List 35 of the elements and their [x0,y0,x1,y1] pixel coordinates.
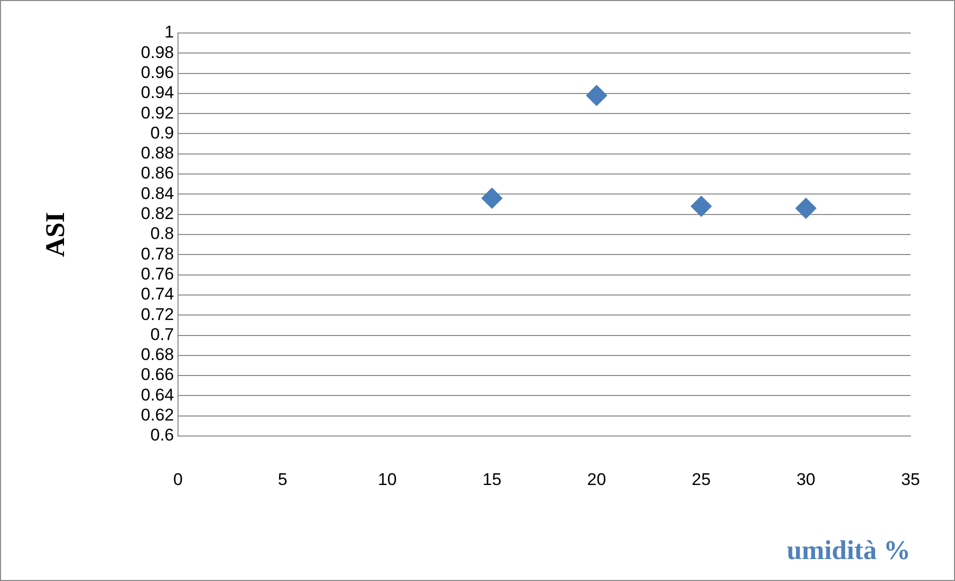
y-tick-label: 0.74 [140,284,174,304]
y-tick-label: 0.84 [140,184,174,203]
y-tick-label: 0.92 [140,103,174,122]
y-tick-label: 0.68 [140,345,174,364]
y-tick-label: 0.66 [140,365,174,384]
x-tick-label: 5 [278,470,288,489]
y-axis-title: ASI [40,212,70,258]
x-tick-label: 35 [901,470,920,489]
x-axis-title: umidità % [786,534,911,565]
y-tick-label: 1 [164,22,174,42]
y-tick-label: 0.96 [140,62,174,82]
x-tick-label: 20 [587,470,606,489]
y-tick-label: 0.88 [140,144,174,163]
y-tick-label: 0.6 [150,426,174,445]
x-tick-label: 25 [692,470,711,489]
y-tick-label: 0.94 [140,83,174,102]
x-tick-label: 0 [173,470,183,489]
point [690,196,712,217]
y-tick-label: 0.82 [140,204,174,224]
point [795,198,816,219]
y-tick-label: 0.98 [140,42,174,62]
y-tick-label: 0.62 [140,406,174,425]
y-tick-label: 0.7 [150,324,174,344]
y-tick-label: 0.64 [140,385,174,404]
x-tick-label: 10 [378,470,397,489]
y-tick-label: 0.86 [140,164,174,183]
y-tick-label: 0.76 [140,264,174,284]
y-tick-label: 0.8 [150,224,174,244]
x-tick-label: 15 [482,470,502,489]
y-tick-label: 0.72 [140,304,174,324]
x-tick-label: 30 [796,470,816,489]
point [586,84,608,106]
y-tick-label: 0.9 [150,123,174,142]
y-tick-label: 0.78 [140,244,174,264]
point [481,188,502,209]
